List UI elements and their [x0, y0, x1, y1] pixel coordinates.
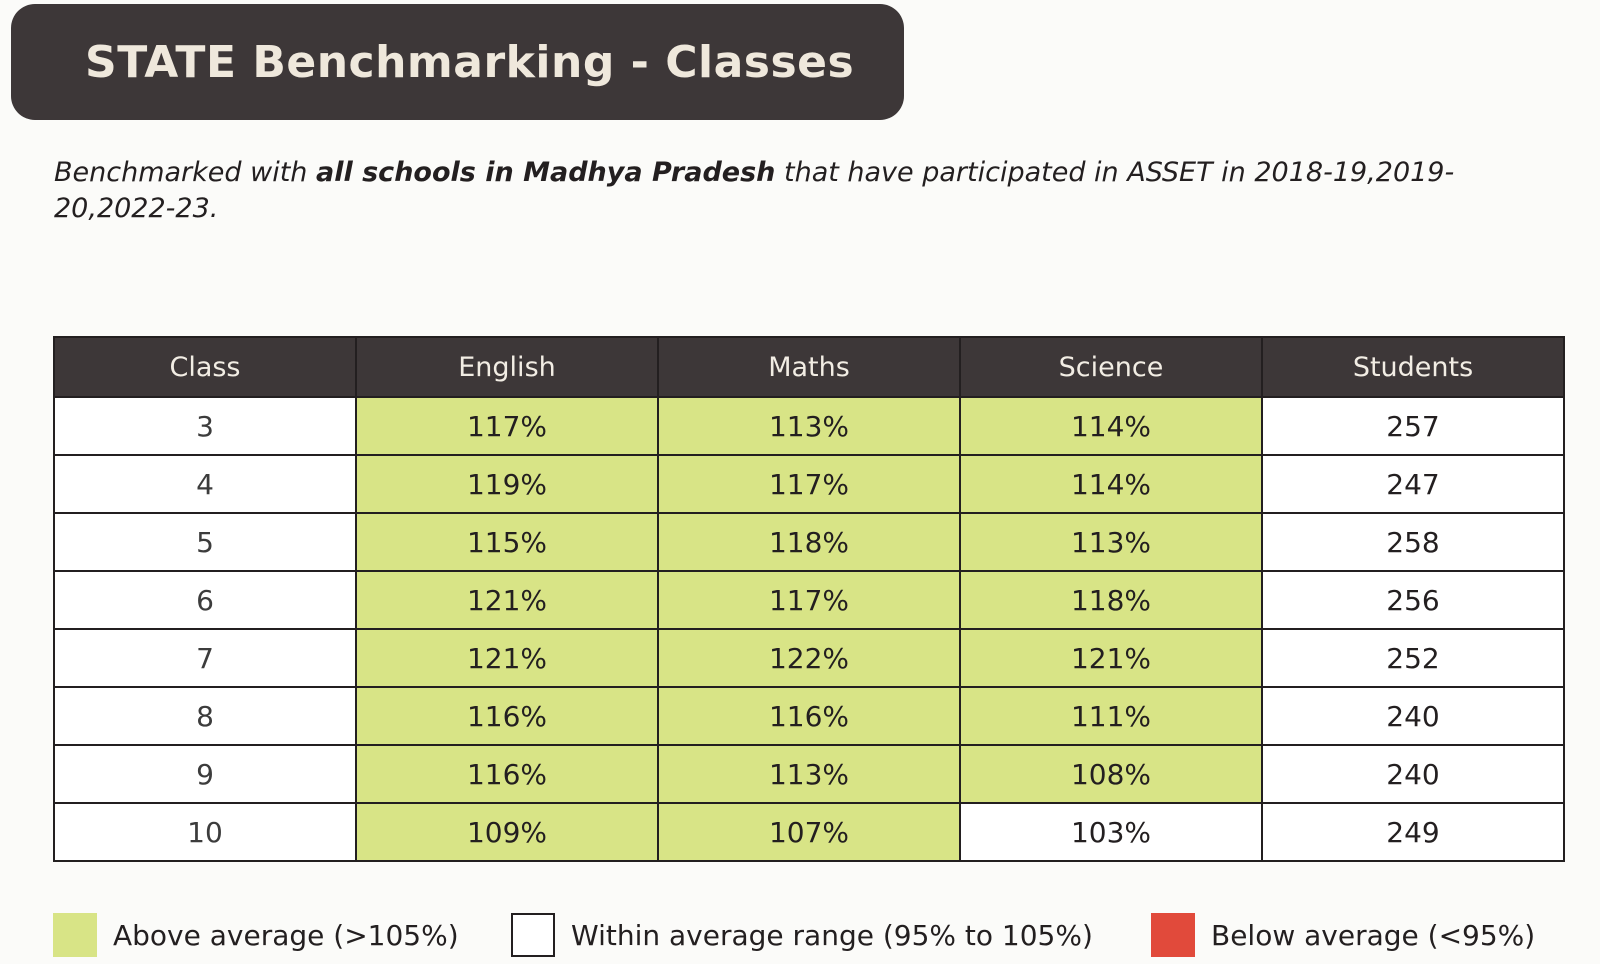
table-row: 9 116% 113% 108% 240 — [53, 744, 1565, 804]
cell-science: 114% — [959, 454, 1263, 514]
cell-english: 116% — [355, 744, 659, 804]
cell-english: 109% — [355, 802, 659, 862]
table-row: 7 121% 122% 121% 252 — [53, 628, 1565, 688]
cell-class: 8 — [53, 686, 357, 746]
subtitle: Benchmarked with all schools in Madhya P… — [54, 155, 1474, 227]
cell-students: 249 — [1261, 802, 1565, 862]
cell-english: 116% — [355, 686, 659, 746]
title-banner: STATE Benchmarking - Classes — [11, 4, 904, 120]
cell-students: 252 — [1261, 628, 1565, 688]
table-row: 8 116% 116% 111% 240 — [53, 686, 1565, 746]
table-row: 10 109% 107% 103% 249 — [53, 802, 1565, 862]
header-class: Class — [53, 336, 357, 398]
legend-label-above: Above average (>105%) — [113, 918, 459, 952]
cell-english: 121% — [355, 628, 659, 688]
benchmark-table: Class English Maths Science Students 3 11… — [53, 336, 1565, 862]
legend-label-below: Below average (<95%) — [1211, 918, 1536, 952]
cell-science: 108% — [959, 744, 1263, 804]
cell-class: 10 — [53, 802, 357, 862]
cell-maths: 116% — [657, 686, 961, 746]
cell-english: 121% — [355, 570, 659, 630]
legend-label-within: Within average range (95% to 105%) — [571, 918, 1093, 952]
table-row: 4 119% 117% 114% 247 — [53, 454, 1565, 514]
legend-swatch-within — [511, 913, 555, 957]
cell-maths: 107% — [657, 802, 961, 862]
cell-maths: 117% — [657, 570, 961, 630]
table-row: 3 117% 113% 114% 257 — [53, 396, 1565, 456]
cell-students: 256 — [1261, 570, 1565, 630]
cell-class: 9 — [53, 744, 357, 804]
legend-item-below: Below average (<95%) — [1151, 912, 1535, 958]
cell-students: 258 — [1261, 512, 1565, 572]
table-row: 6 121% 117% 118% 256 — [53, 570, 1565, 630]
cell-english: 119% — [355, 454, 659, 514]
cell-class: 6 — [53, 570, 357, 630]
legend-item-above: Above average (>105%) — [53, 912, 459, 958]
cell-science: 114% — [959, 396, 1263, 456]
cell-maths: 122% — [657, 628, 961, 688]
cell-students: 257 — [1261, 396, 1565, 456]
legend-item-within: Within average range (95% to 105%) — [511, 912, 1093, 958]
benchmark-table-wrap: Class English Maths Science Students 3 11… — [53, 336, 1565, 862]
legend-swatch-below — [1151, 913, 1195, 957]
table-body: 3 117% 113% 114% 257 4 119% 117% 114% 247 5 115% 118… — [53, 396, 1565, 862]
subtitle-prefix: Benchmarked with — [54, 157, 316, 188]
subtitle-suffix: that have participated in ASSET in 2018-… — [54, 157, 1455, 224]
header-maths: Maths — [657, 336, 961, 398]
cell-students: 240 — [1261, 686, 1565, 746]
cell-science: 121% — [959, 628, 1263, 688]
cell-maths: 113% — [657, 744, 961, 804]
page-title: STATE Benchmarking - Classes — [85, 36, 855, 88]
cell-maths: 113% — [657, 396, 961, 456]
header-science: Science — [959, 336, 1263, 398]
table-row: 5 115% 118% 113% 258 — [53, 512, 1565, 572]
cell-students: 247 — [1261, 454, 1565, 514]
cell-class: 4 — [53, 454, 357, 514]
cell-students: 240 — [1261, 744, 1565, 804]
cell-english: 115% — [355, 512, 659, 572]
cell-science: 103% — [959, 802, 1263, 862]
cell-class: 7 — [53, 628, 357, 688]
cell-science: 111% — [959, 686, 1263, 746]
cell-maths: 117% — [657, 454, 961, 514]
cell-english: 117% — [355, 396, 659, 456]
legend-swatch-above — [53, 913, 97, 957]
subtitle-bold: all schools in Madhya Pradesh — [315, 157, 776, 188]
cell-maths: 118% — [657, 512, 961, 572]
header-english: English — [355, 336, 659, 398]
legend: Above average (>105%) Within average ran… — [0, 912, 1600, 958]
cell-class: 5 — [53, 512, 357, 572]
cell-science: 113% — [959, 512, 1263, 572]
cell-science: 118% — [959, 570, 1263, 630]
cell-class: 3 — [53, 396, 357, 456]
table-header-row: Class English Maths Science Students — [53, 336, 1565, 398]
header-students: Students — [1261, 336, 1565, 398]
